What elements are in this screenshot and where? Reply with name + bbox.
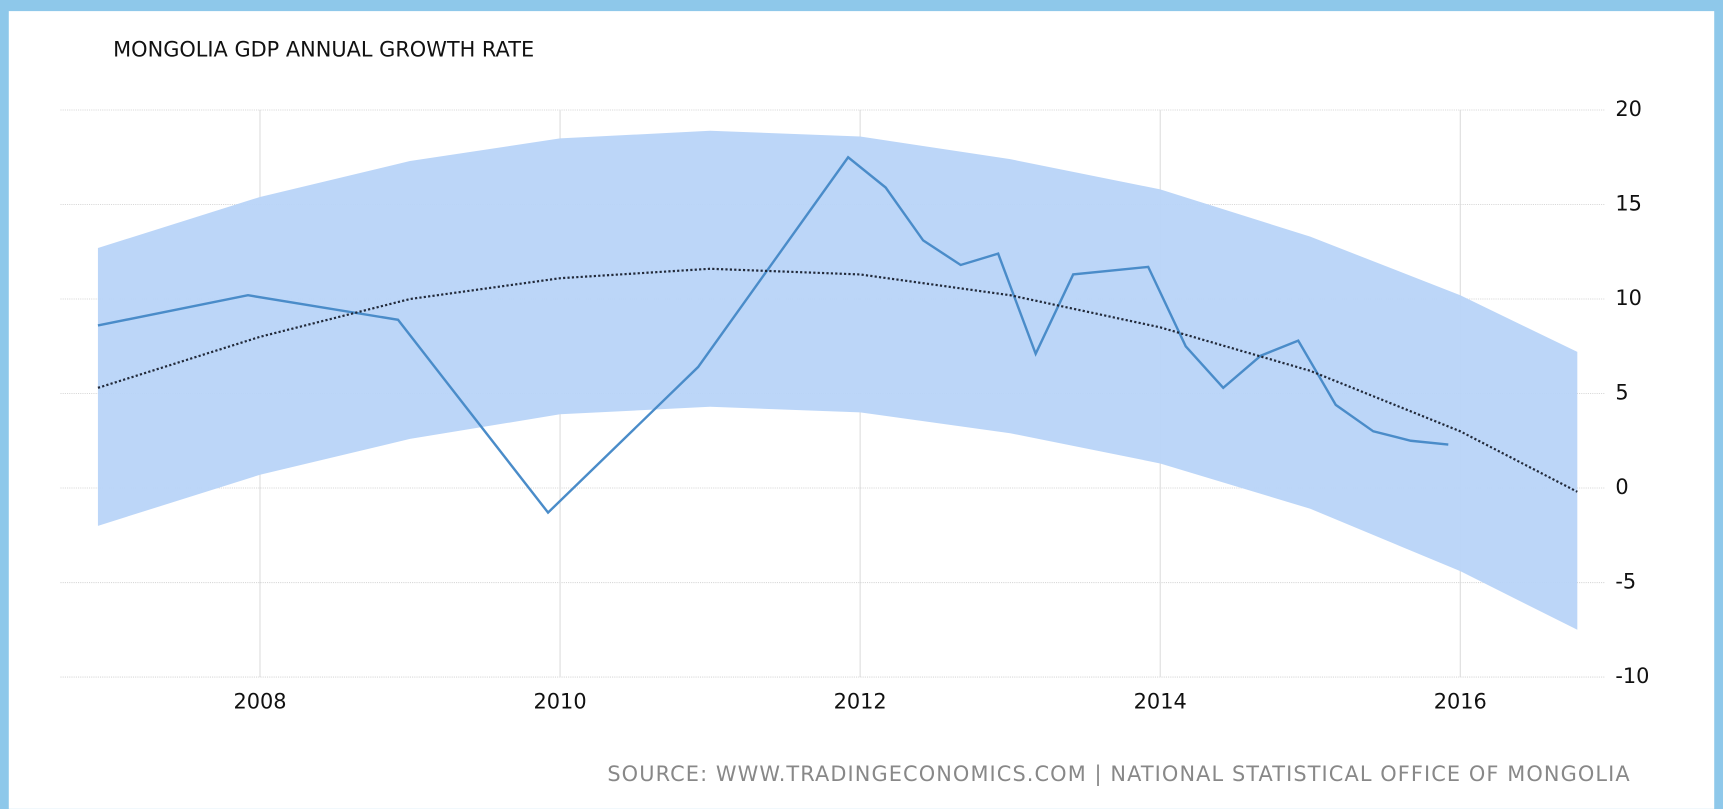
x-tick-label: 2014 — [1134, 689, 1187, 713]
confidence-band — [97, 130, 1578, 630]
x-tick-label: 2008 — [233, 689, 286, 713]
y-tick-label: 10 — [1615, 286, 1642, 310]
y-tick-label: -5 — [1615, 570, 1636, 594]
source: SOURCE: WWW.TRADINGECONOMICS.COM | NATIO… — [607, 762, 1630, 787]
y-tick-label: -10 — [1615, 664, 1649, 688]
y-tick-label: 5 — [1615, 381, 1628, 405]
data-line — [97, 155, 1449, 515]
x-tick-label: 2012 — [834, 689, 887, 713]
y-tick-label: 0 — [1615, 475, 1628, 499]
y-tick-label: 15 — [1615, 192, 1642, 216]
chart-title: MONGOLIA GDP ANNUAL GROWTH RATE — [113, 38, 534, 62]
x-tick-label: 2010 — [534, 689, 587, 713]
trend-line — [97, 267, 1578, 493]
y-tick-label: 20 — [1615, 97, 1642, 121]
x-tick-label: 2016 — [1434, 689, 1487, 713]
